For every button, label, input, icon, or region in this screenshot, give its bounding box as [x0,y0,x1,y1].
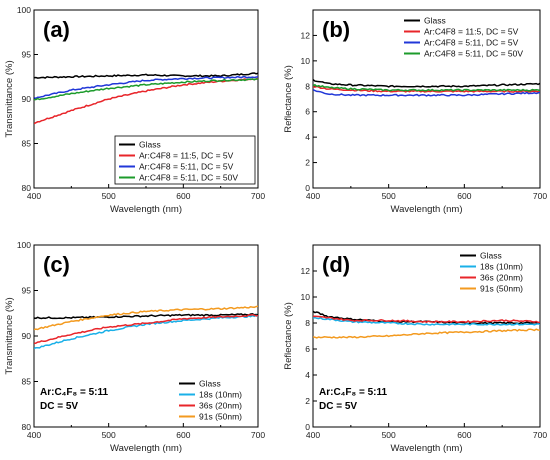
series-line-4 [313,328,540,339]
annotation-text: Ar:C₄F₈ = 5:11 [319,387,388,398]
y-tick-label: 100 [17,5,31,15]
series-line-4 [34,305,258,331]
y-tick-label: 12 [301,266,311,276]
series-line-3 [34,75,258,100]
x-tick-label: 600 [457,191,471,201]
y-tick-label: 8 [305,318,310,328]
series-line-3 [34,313,258,345]
annotation-text: Ar:C₄F₈ = 5:11 [40,387,109,398]
legend-label: Ar:C4F8 = 5:11, DC = 50V [139,173,238,183]
series-line-1 [313,79,540,88]
y-axis-label: Reflectance (%) [283,302,294,370]
y-tick-label: 95 [22,50,32,60]
series-line-4 [313,83,540,92]
x-tick-label: 500 [102,430,116,440]
x-tick-label: 500 [382,191,396,201]
x-tick-label: 400 [27,430,41,440]
legend-label: 36s (20nm) [480,273,523,283]
x-axis-label: Wavelength (nm) [110,204,182,215]
x-axis-label: Wavelength (nm) [110,443,182,454]
y-tick-label: 90 [22,331,32,341]
legend-label: 91s (50nm) [480,284,523,294]
y-tick-label: 80 [22,183,32,193]
series-line-4 [34,78,258,101]
panel-label: (d) [322,252,350,277]
y-tick-label: 4 [305,370,310,380]
legend-label: Glass [139,140,161,150]
annotation-text: DC = 5V [40,401,78,412]
y-tick-label: 10 [301,292,311,302]
x-tick-label: 600 [176,191,190,201]
legend-label: Glass [424,16,446,26]
y-axis-label: Transmittance (%) [4,60,15,137]
legend-box [400,12,538,60]
y-tick-label: 90 [22,94,32,104]
legend-box [114,135,256,185]
y-tick-label: 2 [305,158,310,168]
y-tick-label: 80 [22,422,32,432]
x-tick-label: 700 [533,191,547,201]
x-tick-label: 700 [533,430,547,440]
y-tick-label: 85 [22,139,32,149]
y-tick-label: 0 [305,183,310,193]
x-tick-label: 600 [457,430,471,440]
panel-label: (c) [43,252,70,277]
series-line-1 [313,310,540,325]
series-line-1 [34,72,258,79]
series-line-3 [313,315,540,324]
chart-panel-4: 400 500 600 700 0 2 4 6 8 10 12 Wavelength (nm) Refl… [283,244,547,454]
y-tick-label: 85 [22,377,32,387]
annotation-text: DC = 5V [319,401,357,412]
x-tick-label: 600 [176,430,190,440]
legend-label: Ar:C4F8 = 5:11, DC = 5V [424,38,519,48]
y-tick-label: 95 [22,286,32,296]
y-tick-label: 8 [305,81,310,91]
legend-label: Ar:C4F8 = 11:5, DC = 5V [424,27,519,37]
y-tick-label: 2 [305,396,310,406]
y-axis-label: Transmittance (%) [4,297,15,374]
x-tick-label: 500 [382,430,396,440]
y-tick-label: 12 [301,30,311,40]
x-tick-label: 400 [306,430,320,440]
chart-panel-1: 400 500 600 700 80 85 90 95 100 Wavelength (nm) Tr… [4,5,265,215]
legend-label: Ar:C4F8 = 5:11, DC = 50V [424,49,523,59]
chart-panel-2: 400 500 600 700 0 2 4 6 8 10 12 Wavelength (nm) Refl… [283,9,547,215]
legend-label: Ar:C4F8 = 11:5, DC = 5V [139,151,234,161]
legend-label: 91s (50nm) [199,412,242,422]
panel-label: (a) [43,17,70,42]
series-line-3 [313,89,540,97]
chart-panel-3: 400 500 600 700 80 85 90 95 100 Wavelength (nm) Tr… [4,240,265,454]
y-tick-label: 4 [305,132,310,142]
legend-label: Glass [480,251,502,261]
x-axis-label: Wavelength (nm) [391,204,463,215]
y-tick-label: 10 [301,56,311,66]
y-tick-label: 100 [17,240,31,250]
legend-label: 18s (10nm) [480,262,523,272]
legend-label: 36s (20nm) [199,401,242,411]
y-tick-label: 6 [305,344,310,354]
y-tick-label: 0 [305,422,310,432]
x-tick-label: 700 [251,191,265,201]
x-tick-label: 700 [251,430,265,440]
y-axis-label: Reflectance (%) [283,65,294,133]
x-tick-label: 400 [27,191,41,201]
x-axis-label: Wavelength (nm) [391,443,463,454]
series-line-1 [34,313,258,320]
panel-label: (b) [322,17,350,42]
x-tick-label: 400 [306,191,320,201]
x-tick-label: 500 [102,191,116,201]
legend-label: Glass [199,379,221,389]
y-tick-label: 6 [305,107,310,117]
legend-label: Ar:C4F8 = 5:11, DC = 5V [139,162,234,172]
legend-label: 18s (10nm) [199,390,242,400]
